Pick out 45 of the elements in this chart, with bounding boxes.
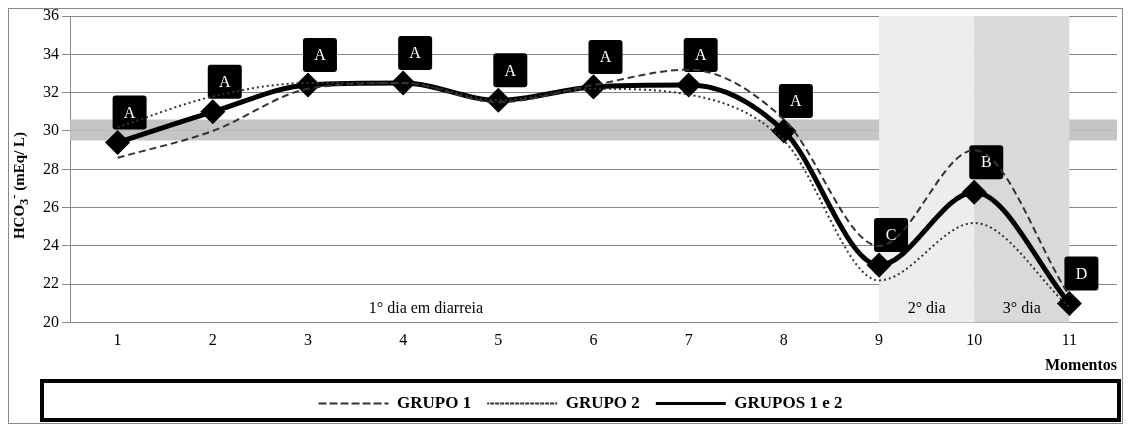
x-tick-label: 6	[589, 331, 598, 349]
x-tick-label: 1	[113, 331, 122, 349]
point	[106, 130, 130, 154]
x-axis-title: Momentos	[1045, 355, 1117, 373]
x-tick-label: 10	[966, 331, 983, 349]
y-tick-label: 22	[43, 274, 59, 292]
band-label: 2° dia	[907, 298, 946, 316]
point	[962, 180, 986, 204]
x-tick-label: 5	[494, 331, 503, 349]
x-tick-label: 11	[1061, 331, 1078, 349]
x-tick-label: 8	[779, 331, 788, 349]
annotation: A	[504, 61, 517, 79]
x-tick-label: 7	[684, 331, 693, 349]
y-tick-label: 30	[43, 121, 59, 139]
x-tick-label: 9	[875, 331, 884, 349]
annotation: A	[409, 44, 422, 62]
annotation: A	[694, 46, 707, 64]
y-tick-label: 34	[43, 44, 59, 62]
legend-label: GRUPO 2	[565, 392, 640, 412]
point	[201, 100, 225, 124]
annotation: A	[218, 73, 231, 91]
y-tick-label: 32	[43, 82, 59, 100]
point	[867, 253, 891, 277]
x-tick-label: 2	[208, 331, 217, 349]
point	[1057, 291, 1081, 315]
annotation: 1° dia em diarreia	[368, 298, 484, 316]
annotation: A	[790, 92, 803, 110]
legend-label: GRUPO 1	[397, 392, 472, 412]
y-tick-label: 28	[43, 159, 59, 177]
y-tick-label: 26	[43, 197, 59, 215]
y-tick-label: 36	[43, 6, 59, 24]
point	[772, 119, 796, 143]
annotation: A	[314, 46, 327, 64]
annotation: B	[980, 153, 992, 171]
annotation: D	[1075, 264, 1088, 282]
y-tick-label: 20	[43, 312, 59, 330]
point	[677, 73, 701, 97]
annotation: C	[885, 226, 897, 244]
annotation: A	[123, 103, 136, 121]
x-tick-label: 3	[303, 331, 312, 349]
annotation: A	[599, 48, 612, 66]
x-tick-label: 4	[399, 331, 408, 349]
band-label: 3° dia	[1002, 298, 1041, 316]
y-tick-label: 24	[43, 236, 59, 254]
legend-label: GRUPOS 1 e 2	[734, 392, 843, 412]
